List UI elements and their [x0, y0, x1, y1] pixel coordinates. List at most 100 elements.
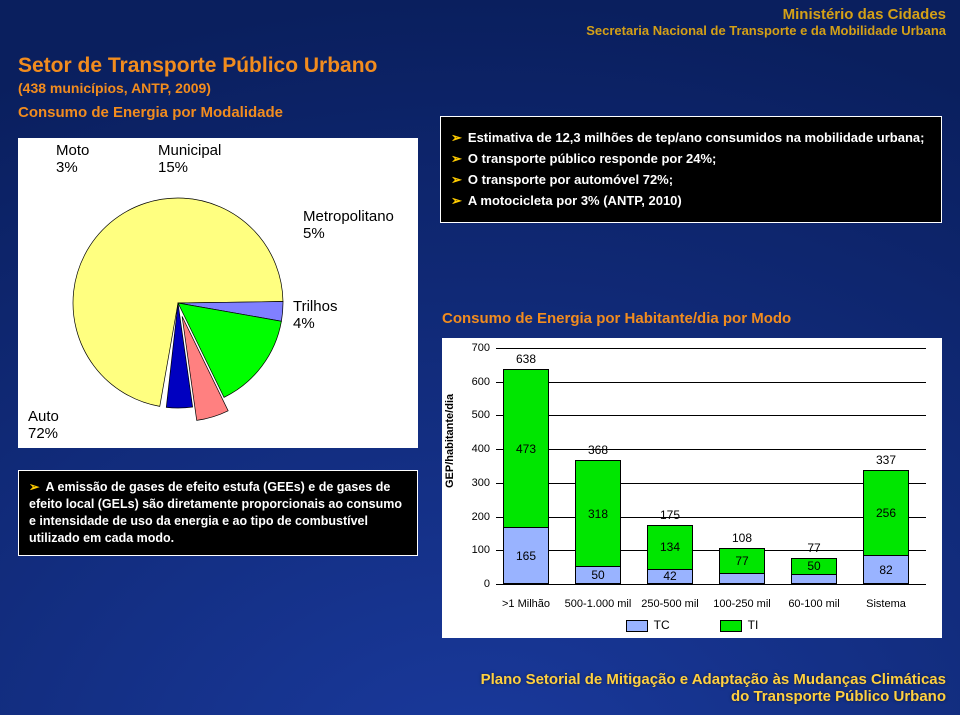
bullet-box-left: ➢ A emissão de gases de efeito estufa (G…	[18, 470, 418, 556]
bar-seg-ti: 256	[863, 470, 909, 556]
bar-total: 638	[503, 352, 549, 366]
pie-chart	[18, 138, 418, 448]
legend-swatch	[720, 620, 742, 632]
bullet-left-text: A emissão de gases de efeito estufa (GEE…	[29, 480, 402, 545]
bar-group: 473 165	[503, 369, 549, 584]
xtick: 500-1.000 mil	[559, 598, 637, 610]
bar-seg-ti: 318	[575, 460, 621, 567]
bullet-arrow-icon: ➢	[451, 172, 462, 188]
section-title-bar: Consumo de Energia por Habitante/dia por…	[442, 310, 791, 327]
bar-legend: TC TI	[442, 618, 942, 632]
bar-group: 318 50	[575, 460, 621, 584]
legend-item: TC	[626, 618, 670, 632]
bar-seg-tc: 82	[863, 556, 909, 584]
pie-label-trilhos: Trilhos4%	[293, 298, 337, 333]
grid-line	[496, 550, 926, 551]
bar-total: 108	[719, 531, 765, 545]
bullet-row: ➢ Estimativa de 12,3 milhões de tep/ano c…	[451, 130, 931, 146]
grid-line	[496, 483, 926, 484]
pie-label-municipal: Municipal15%	[158, 142, 221, 177]
section-title-pie: Consumo de Energia por Modalidade	[18, 104, 377, 121]
bar-value-ti: 77	[735, 554, 748, 568]
bullet-text: O transporte por automóvel 72%;	[468, 172, 673, 188]
ytick: 400	[460, 443, 490, 455]
xtick: 60-100 mil	[775, 598, 853, 610]
grid-line	[496, 382, 926, 383]
bullet-text: Estimativa de 12,3 milhões de tep/ano co…	[468, 130, 925, 146]
ministry-header: Ministério das Cidades Secretaria Nacion…	[586, 6, 946, 38]
bar-value-ti: 318	[588, 507, 608, 521]
bar-total: 175	[647, 508, 693, 522]
bar-value-tc: 42	[663, 569, 676, 583]
legend-label: TI	[748, 618, 759, 632]
bar-seg-tc: 165	[503, 528, 549, 584]
grid-line	[496, 449, 926, 450]
bullet-text: A motocicleta por 3% (ANTP, 2010)	[468, 193, 682, 209]
ytick: 700	[460, 342, 490, 354]
bullet-arrow-icon: ➢	[451, 193, 462, 209]
header-line1: Ministério das Cidades	[586, 6, 946, 23]
pie-chart-panel: Auto72% Moto3% Municipal15% Metropolitano5%…	[18, 138, 418, 448]
footer-line2: do Transporte Público Urbano	[481, 688, 946, 705]
bar-value-ti: 473	[516, 442, 536, 456]
legend-item: TI	[720, 618, 759, 632]
bar-group: 50	[791, 558, 837, 584]
bar-chart-panel: GEP/habitante/dia 0 100 200 300 400 500 600 700…	[442, 338, 942, 638]
footer: Plano Setorial de Mitigação e Adaptação …	[481, 671, 946, 705]
pie-label-moto: Moto3%	[56, 142, 89, 177]
bar-group: 77	[719, 548, 765, 584]
grid-line	[496, 348, 926, 349]
bar-value-ti: 134	[660, 540, 680, 554]
bar-group: 256 82	[863, 470, 909, 584]
bullet-row: ➢ A motocicleta por 3% (ANTP, 2010)	[451, 193, 931, 209]
xtick: >1 Milhão	[487, 598, 565, 610]
ytick: 600	[460, 376, 490, 388]
ytick: 200	[460, 511, 490, 523]
bar-seg-tc: 42	[647, 570, 693, 584]
legend-label: TC	[654, 618, 670, 632]
pie-label-auto: Auto72%	[28, 408, 59, 443]
grid-line	[496, 415, 926, 416]
legend-swatch	[626, 620, 648, 632]
ytick: 500	[460, 409, 490, 421]
grid-line	[496, 517, 926, 518]
bullet-box-right: ➢ Estimativa de 12,3 milhões de tep/ano c…	[440, 116, 942, 223]
bar-seg-ti: 473	[503, 369, 549, 528]
title-block: Setor de Transporte Público Urbano (438 …	[18, 54, 377, 121]
bullet-row: ➢ O transporte público responde por 24%;	[451, 151, 931, 167]
bar-seg-ti: 77	[719, 548, 765, 574]
bullet-arrow-icon: ➢	[451, 130, 462, 146]
grid-line	[496, 584, 926, 585]
bar-value-ti: 256	[876, 506, 896, 520]
bullet-arrow-icon: ➢	[451, 151, 462, 167]
ytick: 300	[460, 477, 490, 489]
bar-seg-ti: 50	[791, 558, 837, 575]
ytick: 0	[460, 578, 490, 590]
header-line2: Secretaria Nacional de Transporte e da M…	[586, 23, 946, 38]
bar-seg-tc	[791, 575, 837, 584]
bar-total: 337	[863, 453, 909, 467]
bar-seg-tc: 50	[575, 567, 621, 584]
ytick: 100	[460, 544, 490, 556]
bullet-text: O transporte público responde por 24%;	[468, 151, 716, 167]
bar-value-tc: 82	[879, 563, 892, 577]
xtick: Sistema	[847, 598, 925, 610]
page-title: Setor de Transporte Público Urbano	[18, 54, 377, 78]
bullet-arrow-icon: ➢	[29, 479, 39, 496]
bar-total: 77	[791, 541, 837, 555]
pie-label-metropolitano: Metropolitano5%	[303, 208, 394, 243]
page-subtitle: (438 municípios, ANTP, 2009)	[18, 80, 377, 96]
bar-seg-tc	[719, 574, 765, 584]
bar-value-ti: 50	[807, 559, 820, 573]
bar-value-tc: 165	[516, 549, 536, 563]
footer-line1: Plano Setorial de Mitigação e Adaptação …	[481, 671, 946, 688]
bar-chart-plot: 0100200300400500600700473165638>1 Milhão…	[496, 348, 926, 584]
bar-total: 368	[575, 443, 621, 457]
bar-value-tc: 50	[591, 568, 604, 582]
bar-group: 134 42	[647, 525, 693, 584]
xtick: 100-250 mil	[703, 598, 781, 610]
xtick: 250-500 mil	[631, 598, 709, 610]
bullet-row: ➢ O transporte por automóvel 72%;	[451, 172, 931, 188]
bar-yaxis-label: GEP/habitante/dia	[444, 394, 456, 488]
bar-seg-ti: 134	[647, 525, 693, 570]
